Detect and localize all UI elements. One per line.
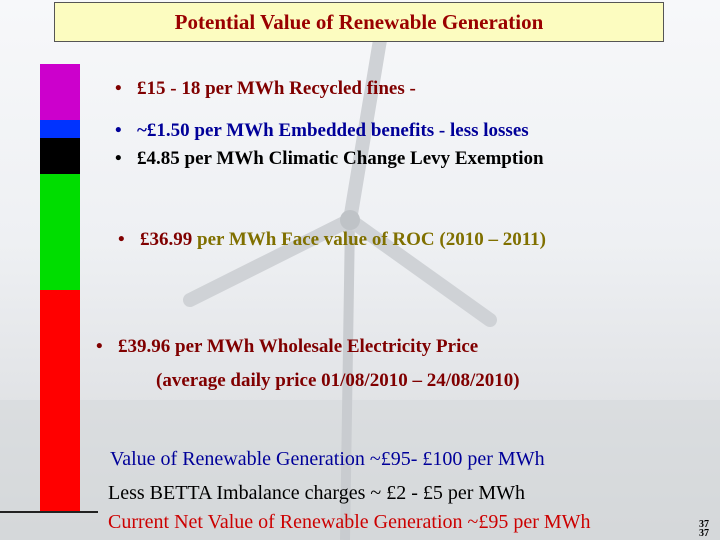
bullet-embedded-benefits-text: ~£1.50 per MWh Embedded benefits - less … [137,120,529,141]
bar-segment-roc-face-value [40,174,80,290]
bar-segment-recycled-fines [40,64,80,120]
bar-segment-wholesale-price [40,290,80,512]
title-box: Potential Value of Renewable Generation [54,2,664,42]
bar-baseline [0,511,98,513]
bullet-wholesale-line1: £39.96 per MWh Wholesale Electricity Pri… [118,336,479,357]
bullet-roc-text: per MWh Face value of ROC (2010 – 2011) [197,229,546,250]
page-number-overlay: 37 37 [699,519,709,539]
bullet-wholesale: • £39.96 per MWh Wholesale Electricity Pr… [96,336,478,358]
bullet-roc-amount: £36.99 [140,229,193,250]
page-number-a: 37 [699,519,709,530]
bullet-dot: • [115,148,122,169]
bullet-recycled-fines-text: £15 - 18 per MWh Recycled fines - [137,78,416,99]
bullet-dot: • [96,336,103,357]
summary-value-line: Value of Renewable Generation ~£95- £100… [110,448,545,470]
bullet-recycled-fines: • £15 - 18 per MWh Recycled fines - [115,78,416,100]
bar-segment-embedded-benefits [40,120,80,138]
summary-net-line: Current Net Value of Renewable Generatio… [108,511,591,533]
bullet-dot: • [115,120,122,141]
bullet-roc: • £36.99 per MWh Face value of ROC (2010 … [118,229,546,251]
bullet-ccl: • £4.85 per MWh Climatic Change Levy Exem… [115,148,544,170]
bullet-dot: • [115,78,122,99]
slide-title: Potential Value of Renewable Generation [174,9,544,34]
bullet-dot: • [118,229,125,250]
bullet-embedded-benefits: • ~£1.50 per MWh Embedded benefits - less… [115,120,529,142]
bar-segment-climate-change-levy [40,138,80,174]
page-number-b: 37 [699,528,709,539]
summary-betta-line: Less BETTA Imbalance charges ~ £2 - £5 p… [108,482,526,504]
bullet-wholesale-line2: (average daily price 01/08/2010 – 24/08/… [156,370,520,391]
bullet-ccl-text: £4.85 per MWh Climatic Change Levy Exemp… [137,148,544,169]
